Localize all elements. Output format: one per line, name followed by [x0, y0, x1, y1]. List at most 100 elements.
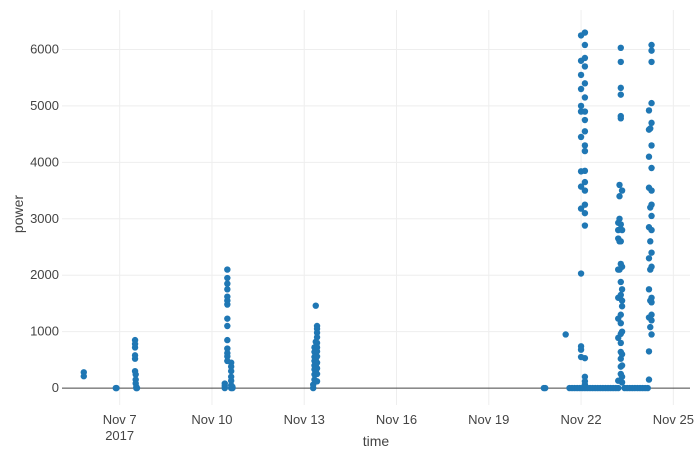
data-point: [577, 346, 585, 353]
data-point: [581, 381, 589, 388]
data-point: [618, 297, 626, 304]
data-point: [617, 44, 624, 52]
y-axis-title: power: [10, 195, 26, 233]
data-point: [227, 377, 235, 384]
data-point: [618, 351, 626, 358]
data-point: [577, 270, 585, 277]
data-point: [618, 286, 626, 293]
data-point: [647, 125, 654, 132]
data-point: [618, 263, 626, 270]
data-point: [131, 344, 139, 351]
data-point: [644, 384, 651, 392]
data-point: [648, 47, 655, 54]
data-point: [618, 328, 626, 335]
data-point: [617, 238, 624, 245]
data-point: [581, 222, 589, 229]
data-point: [581, 201, 589, 208]
data-point: [617, 115, 624, 122]
data-point: [224, 286, 231, 293]
data-point: [224, 336, 231, 344]
data-point: [648, 249, 655, 256]
data-point: [581, 63, 589, 70]
data-point: [618, 303, 626, 310]
data-point: [541, 384, 549, 392]
data-point: [581, 147, 589, 155]
data-point: [312, 302, 319, 309]
data-point: [577, 205, 585, 212]
data-point: [581, 178, 589, 186]
data-point: [581, 209, 589, 217]
data-point: [313, 359, 321, 366]
data-point: [132, 371, 139, 378]
data-point: [577, 183, 585, 190]
data-point: [648, 142, 655, 149]
data-point: [617, 311, 624, 318]
data-point: [80, 373, 87, 380]
y-tick-label: 0: [52, 380, 59, 395]
data-point: [617, 91, 624, 98]
data-point: [313, 353, 321, 360]
x-tick-label: Nov 16: [376, 412, 417, 427]
data-point: [618, 373, 626, 380]
y-tick-label: 4000: [30, 154, 59, 169]
data-point: [224, 274, 231, 282]
x-tick-label: Nov 25: [653, 412, 694, 427]
data-point: [577, 102, 585, 110]
data-point: [648, 226, 655, 234]
data-point: [581, 80, 589, 87]
y-axis-ticks: 0 1000 2000 3000 4000 5000 6000: [30, 42, 59, 396]
x-tick-label: Nov 13: [284, 412, 325, 427]
data-point: [645, 255, 653, 262]
data-point: [224, 266, 231, 273]
data-point: [227, 367, 235, 375]
data-point: [224, 315, 231, 322]
data-point: [617, 221, 624, 228]
data-point: [313, 365, 321, 372]
data-points: [80, 29, 655, 392]
data-point: [577, 85, 585, 93]
data-point: [581, 116, 589, 124]
data-point: [647, 204, 654, 211]
data-point: [581, 142, 589, 149]
data-point: [647, 266, 654, 273]
data-point: [648, 187, 655, 194]
y-tick-label: 5000: [30, 98, 59, 113]
data-point: [647, 238, 654, 245]
data-point: [648, 41, 655, 49]
data-point: [616, 215, 623, 222]
data-point: [581, 41, 589, 49]
data-point: [577, 133, 585, 141]
data-point: [617, 291, 624, 299]
data-point: [647, 297, 654, 304]
data-point: [617, 84, 624, 92]
y-tick-label: 1000: [30, 324, 59, 339]
data-point: [221, 384, 228, 392]
data-point: [133, 384, 141, 392]
data-point: [581, 373, 589, 380]
x-tick-label: Nov 19: [468, 412, 509, 427]
x-tick-label: Nov 7: [103, 412, 137, 427]
data-point: [224, 301, 231, 308]
data-point: [581, 108, 589, 115]
data-point: [616, 181, 623, 189]
data-point: [648, 164, 655, 172]
data-point: [581, 167, 589, 175]
data-point: [581, 128, 589, 135]
data-point: [224, 345, 231, 352]
data-point: [577, 71, 585, 79]
data-point: [648, 331, 655, 338]
x-tick-sublabel: 2017: [105, 428, 134, 443]
data-point: [645, 376, 653, 383]
data-point: [229, 383, 236, 391]
data-point: [581, 94, 589, 101]
data-point: [224, 353, 231, 360]
x-tick-label: Nov 10: [191, 412, 232, 427]
data-point: [618, 362, 626, 369]
data-point: [618, 379, 626, 386]
data-point: [313, 378, 321, 385]
data-point: [113, 384, 120, 392]
data-point: [617, 278, 624, 286]
data-point: [581, 187, 589, 194]
